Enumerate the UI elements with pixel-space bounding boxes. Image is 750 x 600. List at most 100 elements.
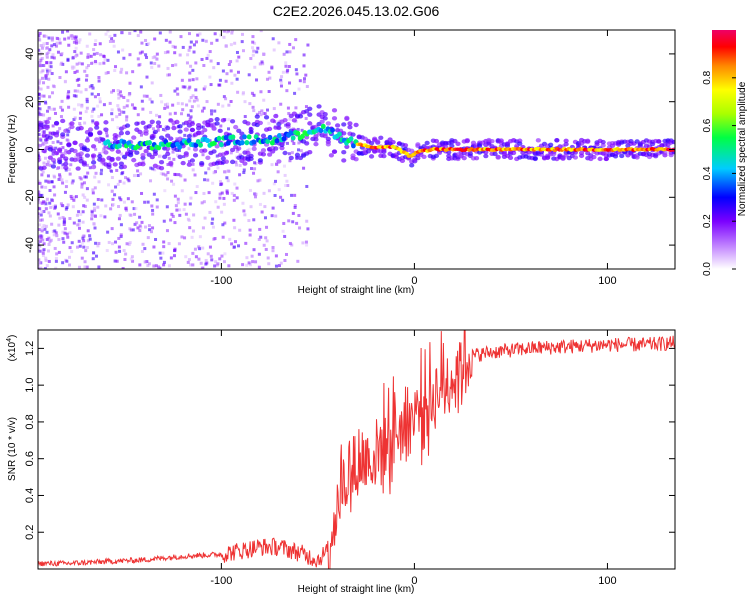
spectrogram-noise-mark — [210, 41, 214, 45]
spectrogram-noise-mark — [284, 61, 288, 65]
spectrogram-noise-mark — [47, 236, 51, 240]
spectrogram-noise-mark — [255, 78, 259, 82]
spectrogram-halo-mark — [334, 123, 341, 128]
spectrogram-noise-mark — [38, 223, 42, 227]
spectrogram-noise-mark — [210, 258, 214, 262]
spectrogram-noise-mark — [71, 37, 75, 41]
spectrogram-noise-mark — [248, 228, 252, 232]
spectrogram-halo-mark — [100, 159, 106, 164]
spectrogram-noise-mark — [304, 240, 308, 244]
spectrogram-noise-mark — [59, 141, 63, 145]
spectrogram-noise-mark — [189, 196, 193, 200]
spectrogram-halo-mark — [245, 121, 251, 126]
spectrogram-noise-mark — [274, 264, 278, 268]
spectrogram-noise-mark — [46, 117, 50, 121]
spectrogram-noise-mark — [190, 235, 194, 239]
spectrogram-noise-mark — [38, 260, 42, 264]
spectrogram-noise-mark — [260, 109, 264, 113]
spectrogram-noise-mark — [63, 190, 67, 194]
spectrogram-halo-mark — [186, 162, 192, 167]
spectrogram-noise-mark — [114, 185, 118, 189]
spectrogram-halo-mark — [94, 137, 100, 142]
spectrogram-noise-mark — [85, 44, 89, 48]
spectrogram-halo-mark — [464, 138, 470, 144]
spectrogram-halo-mark — [245, 150, 251, 156]
spectrogram-noise-mark — [93, 214, 97, 218]
spectrogram-noise-mark — [79, 111, 83, 115]
spectrogram-noise-mark — [116, 182, 120, 186]
spectrogram-noise-mark — [259, 30, 263, 33]
spectrogram-noise-mark — [155, 113, 159, 117]
spectrogram-noise-mark — [79, 90, 83, 94]
spectrogram-noise-mark — [285, 70, 289, 74]
spectrogram-halo-mark — [155, 124, 162, 129]
spectrogram-noise-mark — [188, 99, 192, 103]
spectrogram-noise-mark — [38, 85, 40, 89]
spectrogram-noise-mark — [263, 112, 267, 116]
spectrogram-noise-mark — [284, 123, 288, 127]
spectrogram-ridge-mark — [288, 130, 294, 136]
spectrogram-halo-mark — [424, 140, 430, 146]
spectrogram-halo-mark — [97, 154, 103, 159]
spectrogram-noise-mark — [250, 91, 254, 95]
spectrogram-noise-mark — [72, 198, 76, 202]
spectrogram-noise-mark — [229, 151, 233, 155]
spectrogram-noise-mark — [102, 103, 106, 107]
spectrogram-halo-mark — [270, 149, 276, 154]
spectrogram-noise-mark — [138, 229, 142, 233]
spectrogram-noise-mark — [194, 88, 198, 92]
spectrogram-noise-mark — [81, 210, 85, 214]
spectrogram-halo-mark — [81, 162, 87, 167]
spectrogram-noise-mark — [38, 263, 40, 267]
spectrogram-noise-mark — [94, 61, 98, 65]
spectrogram-noise-mark — [286, 106, 290, 110]
spectrogram-halo-mark — [511, 150, 517, 156]
spectrogram-noise-mark — [194, 255, 198, 259]
spectrogram-noise-mark — [149, 123, 153, 127]
spectrogram-noise-mark — [128, 31, 132, 35]
spectrogram-noise-mark — [98, 62, 102, 66]
spectrogram-noise-mark — [50, 44, 54, 48]
spectrogram-noise-mark — [163, 51, 167, 55]
spectrogram-noise-mark — [219, 33, 223, 37]
spectrogram-noise-mark — [127, 179, 131, 183]
spectrogram-ridge-mark — [290, 135, 296, 141]
spectrogram-noise-mark — [165, 205, 169, 209]
spectrogram-noise-mark — [47, 107, 51, 111]
spectrogram-halo-mark — [177, 129, 183, 134]
spectrogram-ridge-mark — [198, 142, 203, 148]
spectrogram-noise-mark — [108, 101, 112, 105]
spectrogram-noise-mark — [54, 257, 58, 261]
spectrogram-noise-mark — [128, 81, 132, 85]
spectrogram-noise-mark — [38, 207, 42, 211]
spectrogram-noise-mark — [79, 212, 83, 216]
spectrogram-noise-mark — [194, 191, 198, 195]
spectrogram-ridge-mark — [337, 131, 342, 137]
spectrogram-noise-mark — [97, 241, 101, 245]
spectrogram-noise-mark — [77, 265, 81, 269]
spectrogram-ridge-mark — [239, 140, 245, 146]
spectrogram-noise-mark — [207, 167, 211, 171]
spectrogram-noise-mark — [60, 166, 64, 170]
spectrogram-noise-mark — [89, 54, 93, 58]
spectrogram-noise-mark — [173, 194, 177, 198]
spectrogram-noise-mark — [76, 223, 80, 227]
spectrogram-noise-mark — [214, 200, 218, 204]
spectrogram-noise-mark — [43, 156, 47, 160]
spectrogram-noise-mark — [45, 140, 49, 144]
spectrogram-noise-mark — [284, 184, 288, 188]
spectrogram-noise-mark — [76, 89, 80, 93]
spectrogram-noise-mark — [129, 228, 133, 232]
spectrogram-noise-mark — [119, 235, 123, 239]
spectrogram-noise-mark — [146, 236, 150, 240]
spectrogram-noise-mark — [188, 78, 192, 82]
spectrogram-noise-mark — [42, 34, 46, 38]
spectrogram-noise-mark — [51, 124, 55, 128]
spectrogram-noise-mark — [117, 236, 121, 240]
spectrogram-noise-mark — [118, 112, 122, 116]
spectrogram-halo-mark — [211, 149, 217, 154]
spectrogram-noise-mark — [101, 162, 105, 166]
spectrogram-noise-mark — [58, 75, 62, 79]
spectrogram-noise-mark — [215, 38, 219, 42]
spectrogram-noise-mark — [235, 186, 239, 190]
